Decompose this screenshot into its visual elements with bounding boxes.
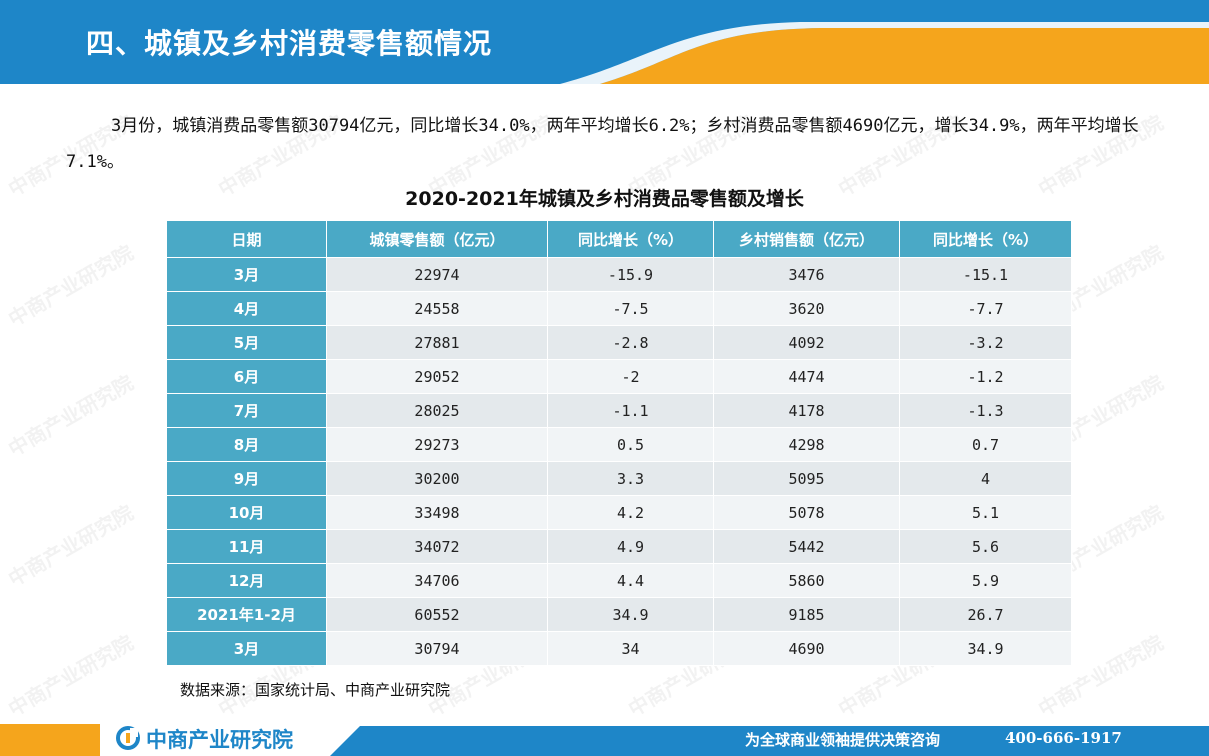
cell-urban-sales: 30794 [326, 631, 548, 666]
table-row: 7月 28025 -1.1 4178 -1.3 [166, 393, 1072, 428]
footer-phone: 400-666-1917 [1005, 729, 1122, 747]
cell-urban-growth: 34 [547, 631, 714, 666]
column-header-urban-sales: 城镇零售额（亿元） [326, 220, 548, 258]
cell-rural-sales: 4690 [713, 631, 900, 666]
column-header-urban-growth: 同比增长（%） [547, 220, 714, 258]
cell-urban-growth: -1.1 [547, 393, 714, 428]
cell-rural-growth: 5.6 [899, 529, 1072, 564]
column-header-rural-sales: 乡村销售额（亿元） [713, 220, 900, 258]
table-title: 2020-2021年城镇及乡村消费品零售额及增长 [405, 188, 804, 210]
cell-urban-sales: 27881 [326, 325, 548, 360]
table-row: 3月 30794 34 4690 34.9 [166, 631, 1072, 666]
cell-date: 5月 [166, 325, 327, 360]
table-header-row: 日期 城镇零售额（亿元） 同比增长（%） 乡村销售额（亿元） 同比增长（%） [166, 220, 1072, 258]
cell-urban-sales: 33498 [326, 495, 548, 530]
cell-date: 9月 [166, 461, 327, 496]
cell-urban-sales: 60552 [326, 597, 548, 632]
cell-urban-growth: -2 [547, 359, 714, 394]
watermark-text: 中商产业研究院 [4, 240, 138, 332]
table-row: 3月 22974 -15.9 3476 -15.1 [166, 257, 1072, 292]
cell-date: 12月 [166, 563, 327, 598]
cell-rural-growth: 26.7 [899, 597, 1072, 632]
cell-date: 3月 [166, 631, 327, 666]
cell-urban-growth: -7.5 [547, 291, 714, 326]
cell-rural-growth: 5.1 [899, 495, 1072, 530]
cell-date: 6月 [166, 359, 327, 394]
footer-bar [0, 722, 1209, 756]
cell-rural-sales: 4298 [713, 427, 900, 462]
data-source-note: 数据来源：国家统计局、中商产业研究院 [180, 681, 451, 699]
cell-rural-growth: -3.2 [899, 325, 1072, 360]
cell-rural-sales: 5442 [713, 529, 900, 564]
column-header-rural-growth: 同比增长（%） [899, 220, 1072, 258]
cell-rural-sales: 3620 [713, 291, 900, 326]
cell-rural-growth: 34.9 [899, 631, 1072, 666]
cell-rural-sales: 9185 [713, 597, 900, 632]
table-row: 4月 24558 -7.5 3620 -7.7 [166, 291, 1072, 326]
watermark-text: 中商产业研究院 [4, 630, 138, 722]
cell-urban-sales: 24558 [326, 291, 548, 326]
cell-rural-growth: -15.1 [899, 257, 1072, 292]
cell-urban-growth: -15.9 [547, 257, 714, 292]
table-row: 8月 29273 0.5 4298 0.7 [166, 427, 1072, 462]
cell-rural-sales: 3476 [713, 257, 900, 292]
column-header-date: 日期 [166, 220, 327, 258]
footer-slogan: 为全球商业领袖提供决策咨询 [745, 731, 941, 749]
header-banner: 四、城镇及乡村消费零售额情况 [0, 0, 1209, 84]
cell-rural-sales: 5860 [713, 563, 900, 598]
cell-rural-growth: 5.9 [899, 563, 1072, 598]
cell-date: 10月 [166, 495, 327, 530]
cell-rural-growth: -1.2 [899, 359, 1072, 394]
summary-paragraph: 3月份，城镇消费品零售额30794亿元，同比增长34.0%，两年平均增长6.2%… [66, 116, 1139, 172]
cell-rural-growth: -7.7 [899, 291, 1072, 326]
cell-rural-sales: 4178 [713, 393, 900, 428]
table-row: 6月 29052 -2 4474 -1.2 [166, 359, 1072, 394]
table-row: 11月 34072 4.9 5442 5.6 [166, 529, 1072, 564]
footer-background [0, 724, 1209, 756]
header-background [0, 0, 1209, 84]
cell-date: 7月 [166, 393, 327, 428]
table-body: 3月 22974 -15.9 3476 -15.1 4月 24558 -7.5 3620 -7.7… [166, 257, 1072, 666]
cell-urban-growth: 34.9 [547, 597, 714, 632]
cell-urban-growth: 4.2 [547, 495, 714, 530]
cell-rural-sales: 5078 [713, 495, 900, 530]
cell-date: 8月 [166, 427, 327, 462]
table-row: 2021年1-2月 60552 34.9 9185 26.7 [166, 597, 1072, 632]
retail-sales-table: 日期 城镇零售额（亿元） 同比增长（%） 乡村销售额（亿元） 同比增长（%） 3… [166, 220, 1072, 666]
cell-rural-sales: 4092 [713, 325, 900, 360]
cell-rural-sales: 4474 [713, 359, 900, 394]
cell-urban-growth: -2.8 [547, 325, 714, 360]
cell-urban-growth: 0.5 [547, 427, 714, 462]
cell-urban-growth: 4.4 [547, 563, 714, 598]
cell-rural-growth: 0.7 [899, 427, 1072, 462]
cell-urban-sales: 29052 [326, 359, 548, 394]
watermark-text: 中商产业研究院 [4, 500, 138, 592]
cell-date: 3月 [166, 257, 327, 292]
table-row: 9月 30200 3.3 5095 4 [166, 461, 1072, 496]
company-logo-text: 中商产业研究院 [146, 728, 293, 752]
company-logo-icon [116, 726, 140, 750]
cell-rural-growth: 4 [899, 461, 1072, 496]
cell-urban-sales: 22974 [326, 257, 548, 292]
cell-rural-sales: 5095 [713, 461, 900, 496]
table-row: 10月 33498 4.2 5078 5.1 [166, 495, 1072, 530]
cell-urban-sales: 29273 [326, 427, 548, 462]
cell-urban-sales: 34706 [326, 563, 548, 598]
cell-date: 11月 [166, 529, 327, 564]
cell-urban-sales: 28025 [326, 393, 548, 428]
cell-urban-growth: 3.3 [547, 461, 714, 496]
cell-rural-growth: -1.3 [899, 393, 1072, 428]
watermark-text: 中商产业研究院 [4, 370, 138, 462]
table-row: 12月 34706 4.4 5860 5.9 [166, 563, 1072, 598]
cell-date: 4月 [166, 291, 327, 326]
table-row: 5月 27881 -2.8 4092 -3.2 [166, 325, 1072, 360]
cell-urban-sales: 30200 [326, 461, 548, 496]
cell-urban-sales: 34072 [326, 529, 548, 564]
page-title: 四、城镇及乡村消费零售额情况 [86, 27, 493, 60]
cell-urban-growth: 4.9 [547, 529, 714, 564]
cell-date: 2021年1-2月 [166, 597, 327, 632]
